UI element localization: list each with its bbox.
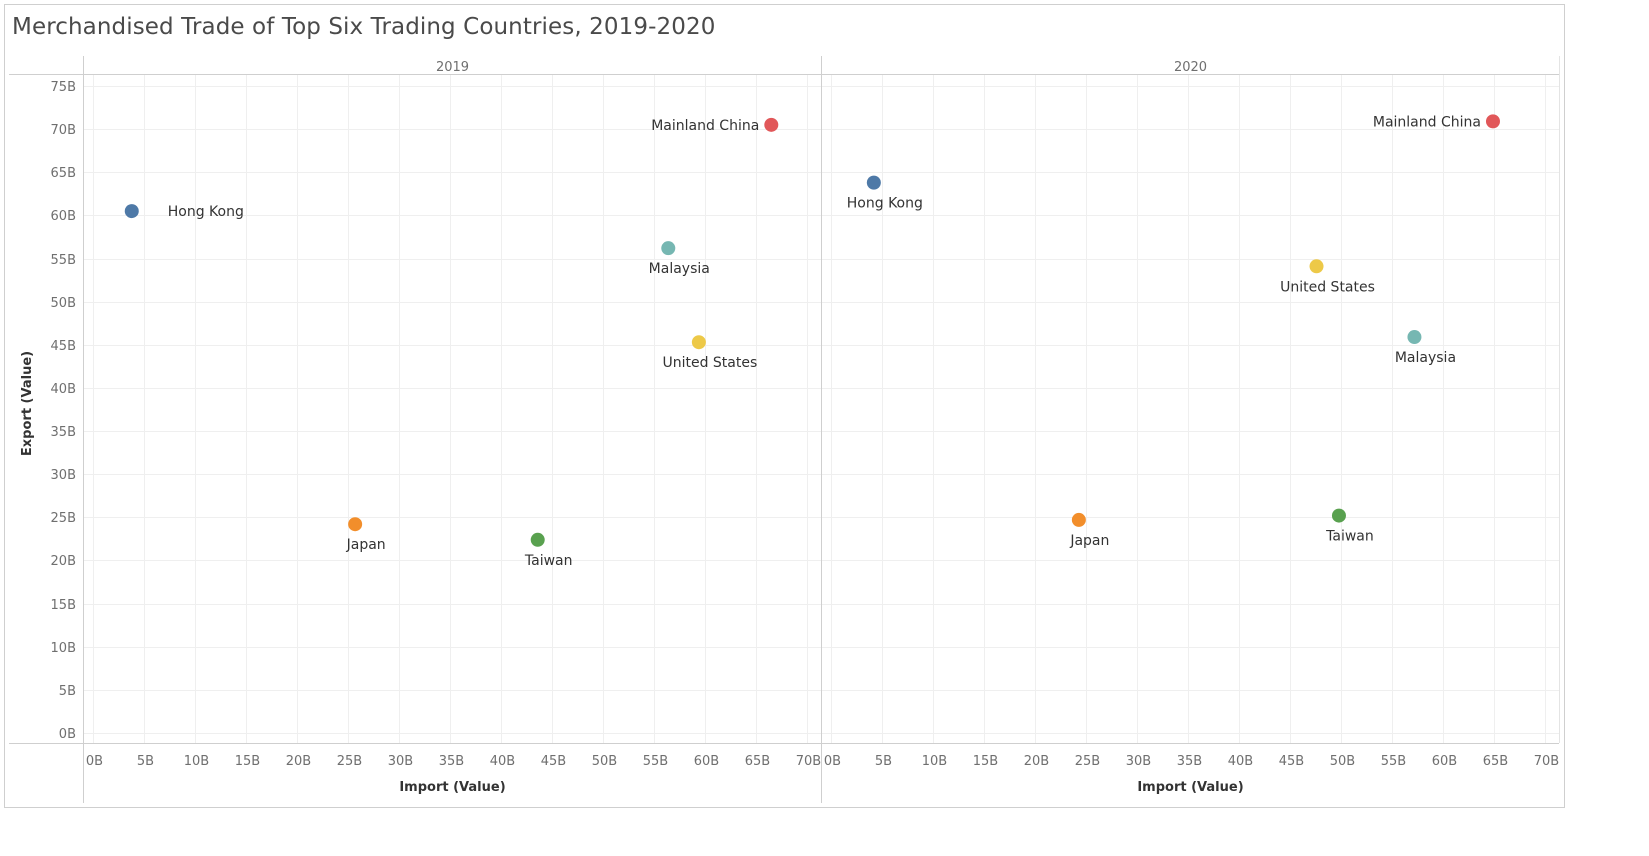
x-tick-label: 0B	[86, 754, 103, 769]
panel-header-2019: 2019	[436, 60, 469, 75]
point-united-states-2019	[691, 335, 706, 350]
axes: 0B 5B 10B 15B 20B 25B 30B 35B 40B 45B 50B 55B 60B 65B…	[20, 60, 1559, 795]
x-tick-label: 5B	[137, 754, 154, 769]
y-tick-label: 0B	[59, 727, 76, 742]
x-tick-label: 25B	[337, 754, 362, 769]
panel-frames	[9, 56, 1560, 803]
point-japan-2020	[1071, 512, 1086, 527]
x-tick-label: 20B	[286, 754, 311, 769]
y-tick-label: 75B	[51, 80, 76, 95]
x-tick-label: 65B	[1483, 754, 1508, 769]
y-tick-label: 65B	[51, 166, 76, 181]
x-tick-label: 10B	[922, 754, 947, 769]
y-tick-label: 70B	[51, 123, 76, 138]
x-tick-label: 5B	[875, 754, 892, 769]
x-tick-label: 60B	[694, 754, 719, 769]
point-malaysia-2019	[661, 241, 676, 256]
x-tick-label: 25B	[1075, 754, 1100, 769]
point-label-united-states-2019: United States	[662, 355, 757, 371]
x-tick-label: 70B	[796, 754, 821, 769]
point-label-mainland-china-2019: Mainland China	[651, 118, 759, 134]
x-tick-label: 15B	[235, 754, 260, 769]
y-tick-label: 30B	[51, 468, 76, 483]
point-hong-kong-2020	[866, 175, 881, 190]
x-tick-label: 0B	[824, 754, 841, 769]
x-tick-label: 50B	[592, 754, 617, 769]
data-points: Hong Kong Mainland China Malaysia United St…	[124, 114, 1500, 569]
point-label-taiwan-2020: Taiwan	[1325, 529, 1374, 545]
chart-title: Merchandised Trade of Top Six Trading Co…	[12, 14, 716, 40]
y-tick-label: 20B	[51, 554, 76, 569]
y-tick-label: 60B	[51, 209, 76, 224]
point-malaysia-2020	[1407, 330, 1422, 345]
y-tick-label: 45B	[51, 339, 76, 354]
y-tick-label: 10B	[51, 641, 76, 656]
y-tick-label: 15B	[51, 598, 76, 613]
x-tick-label: 40B	[490, 754, 515, 769]
y-tick-label: 25B	[51, 511, 76, 526]
point-taiwan-2020	[1331, 508, 1346, 523]
y-tick-label: 40B	[51, 382, 76, 397]
y-tick-label: 35B	[51, 425, 76, 440]
point-mainland-china-2020	[1485, 114, 1500, 129]
y-tick-label: 55B	[51, 253, 76, 268]
x-tick-label: 50B	[1330, 754, 1355, 769]
x-tick-label: 35B	[1177, 754, 1202, 769]
point-label-japan-2020: Japan	[1069, 533, 1109, 549]
y-axis-label: Export (Value)	[20, 351, 35, 456]
x-axis-label: Import (Value)	[1137, 780, 1243, 795]
x-tick-label: 55B	[1381, 754, 1406, 769]
point-label-hong-kong-2019: Hong Kong	[168, 204, 244, 220]
x-tick-label: 15B	[973, 754, 998, 769]
panel-header-2020: 2020	[1174, 60, 1207, 75]
point-taiwan-2019	[530, 532, 545, 547]
point-united-states-2020	[1309, 259, 1324, 274]
point-label-hong-kong-2020: Hong Kong	[847, 196, 923, 212]
point-hong-kong-2019	[124, 204, 139, 219]
x-tick-label: 45B	[541, 754, 566, 769]
x-tick-label: 45B	[1279, 754, 1304, 769]
x-tick-label: 35B	[439, 754, 464, 769]
point-label-mainland-china-2020: Mainland China	[1373, 114, 1481, 130]
chart-frame	[4, 4, 1565, 808]
x-tick-label: 55B	[643, 754, 668, 769]
x-axis-label: Import (Value)	[399, 780, 505, 795]
point-mainland-china-2019	[764, 117, 779, 132]
point-label-united-states-2020: United States	[1280, 279, 1375, 295]
x-tick-label: 30B	[388, 754, 413, 769]
point-label-japan-2019: Japan	[346, 537, 386, 553]
y-tick-label: 50B	[51, 296, 76, 311]
point-label-malaysia-2019: Malaysia	[649, 261, 710, 277]
x-tick-label: 60B	[1432, 754, 1457, 769]
x-tick-label: 30B	[1126, 754, 1151, 769]
y-tick-label: 5B	[59, 684, 76, 699]
x-tick-label: 40B	[1228, 754, 1253, 769]
point-label-malaysia-2020: Malaysia	[1395, 350, 1456, 366]
x-tick-label: 65B	[745, 754, 770, 769]
point-japan-2019	[348, 517, 363, 532]
x-tick-label: 10B	[184, 754, 209, 769]
point-label-taiwan-2019: Taiwan	[524, 553, 573, 569]
x-tick-label: 20B	[1024, 754, 1049, 769]
x-tick-label: 70B	[1534, 754, 1559, 769]
